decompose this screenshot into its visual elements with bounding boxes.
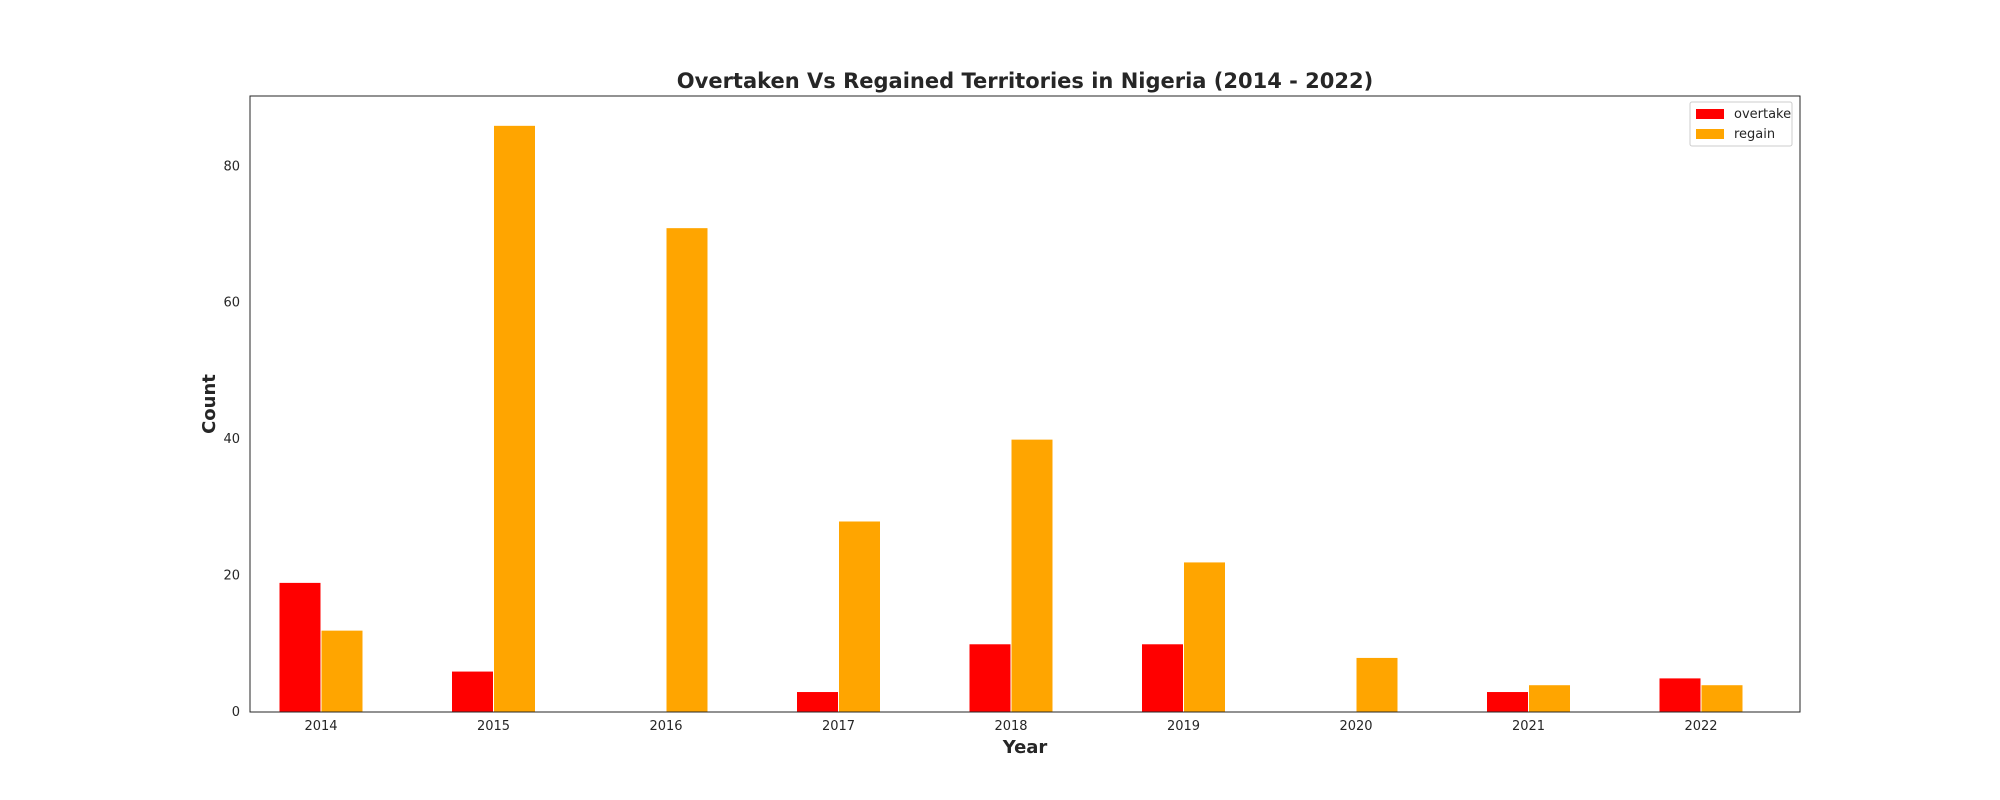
- legend-swatch-overtake: [1696, 109, 1724, 119]
- bar-overtake-2017: [796, 691, 839, 713]
- y-tick-label: 80: [223, 159, 240, 174]
- bar-regain-2015: [493, 124, 536, 713]
- bars-group: [278, 124, 1744, 713]
- x-axis-ticks: 2014 2015 2016 2017 2018 2019 2020 2021 2022: [304, 719, 1717, 734]
- x-tick-label: 2014: [304, 719, 337, 734]
- bar-regain-2018: [1010, 438, 1054, 713]
- x-axis-label: Year: [1002, 737, 1048, 758]
- chart-title: Overtaken Vs Regained Territories in Nig…: [677, 69, 1373, 93]
- x-tick-label: 2016: [649, 719, 682, 734]
- x-tick-label: 2022: [1684, 719, 1717, 734]
- bar-regain-2020: [1355, 656, 1399, 713]
- bar-regain-2014: [320, 629, 364, 713]
- legend-label-overtake: overtake: [1734, 107, 1791, 122]
- y-tick-label: 20: [223, 569, 240, 584]
- bar-regain-2017: [838, 520, 881, 713]
- bar-overtake-2018: [968, 643, 1012, 713]
- bar-overtake-2021: [1486, 691, 1529, 713]
- legend-swatch-regain: [1696, 129, 1724, 139]
- bar-overtake-2022: [1658, 677, 1702, 713]
- bar-regain-2016: [665, 227, 709, 713]
- y-tick-label: 0: [232, 705, 240, 720]
- y-tick-label: 40: [223, 432, 240, 447]
- y-tick-label: 60: [223, 296, 240, 311]
- bar-regain-2022: [1700, 684, 1744, 713]
- plot-frame: [249, 95, 1801, 713]
- x-tick-label: 2018: [994, 719, 1027, 734]
- x-tick-label: 2021: [1512, 719, 1545, 734]
- bar-regain-2021: [1528, 684, 1571, 713]
- bar-overtake-2014: [278, 581, 322, 713]
- y-axis-label: Count: [199, 374, 220, 434]
- bar-regain-2019: [1183, 561, 1226, 713]
- bar-overtake-2015: [451, 670, 494, 713]
- x-tick-label: 2015: [477, 719, 510, 734]
- y-axis-ticks: 0 20 40 60 80: [223, 159, 240, 720]
- x-tick-label: 2019: [1167, 719, 1200, 734]
- x-tick-label: 2017: [822, 719, 855, 734]
- x-tick-label: 2020: [1339, 719, 1372, 734]
- legend-label-regain: regain: [1734, 127, 1775, 142]
- legend: overtake regain: [1689, 101, 1793, 147]
- bar-overtake-2019: [1141, 643, 1184, 713]
